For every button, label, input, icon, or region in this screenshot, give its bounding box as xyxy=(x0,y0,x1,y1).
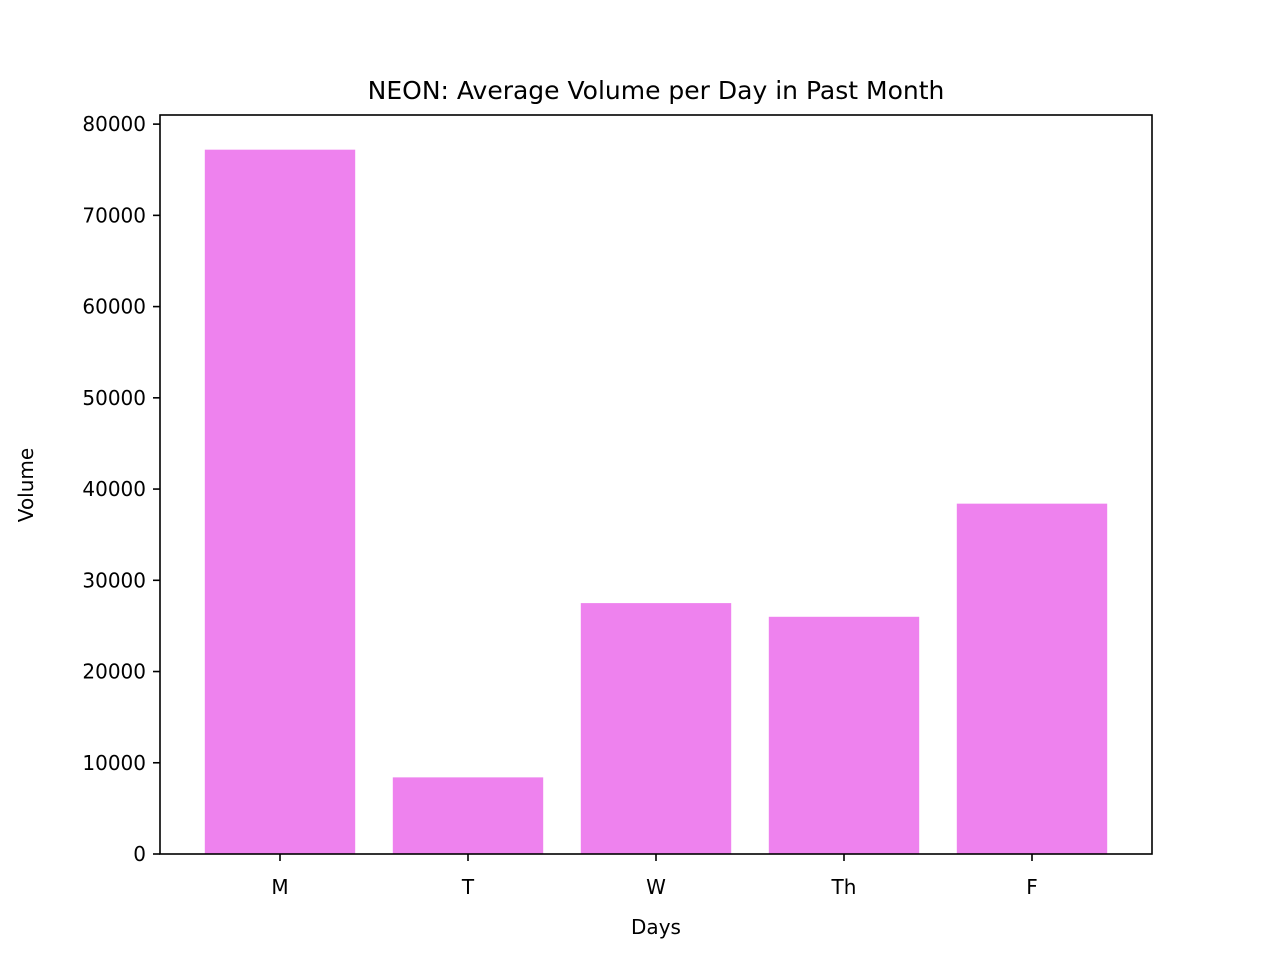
y-tick-label: 20000 xyxy=(82,660,146,684)
chart-title: NEON: Average Volume per Day in Past Mon… xyxy=(368,76,945,105)
y-axis: 0 10000 20000 30000 40000 50000 60000 70000 8000… xyxy=(82,112,160,866)
y-tick-label: 40000 xyxy=(82,477,146,501)
x-tick-label: Th xyxy=(831,875,857,899)
bar-m xyxy=(204,149,356,854)
x-axis-label: Days xyxy=(631,915,681,939)
x-tick-label: W xyxy=(646,875,666,899)
x-tick-label: T xyxy=(461,875,475,899)
y-tick-label: 10000 xyxy=(82,751,146,775)
y-tick-label: 60000 xyxy=(82,295,146,319)
y-tick-label: 80000 xyxy=(82,112,146,136)
x-tick-label: M xyxy=(271,875,288,899)
bars-layer xyxy=(204,149,1108,854)
bar-th xyxy=(768,616,920,854)
y-tick-label: 30000 xyxy=(82,568,146,592)
bar-t xyxy=(392,777,544,854)
y-tick-label: 70000 xyxy=(82,203,146,227)
x-tick-label: F xyxy=(1026,875,1038,899)
y-tick-label: 50000 xyxy=(82,386,146,410)
bar-f xyxy=(956,503,1108,854)
y-axis-label: Volume xyxy=(14,448,38,522)
x-axis: M T W Th F xyxy=(271,854,1038,899)
y-tick-label: 0 xyxy=(133,842,146,866)
bar-w xyxy=(580,603,732,854)
